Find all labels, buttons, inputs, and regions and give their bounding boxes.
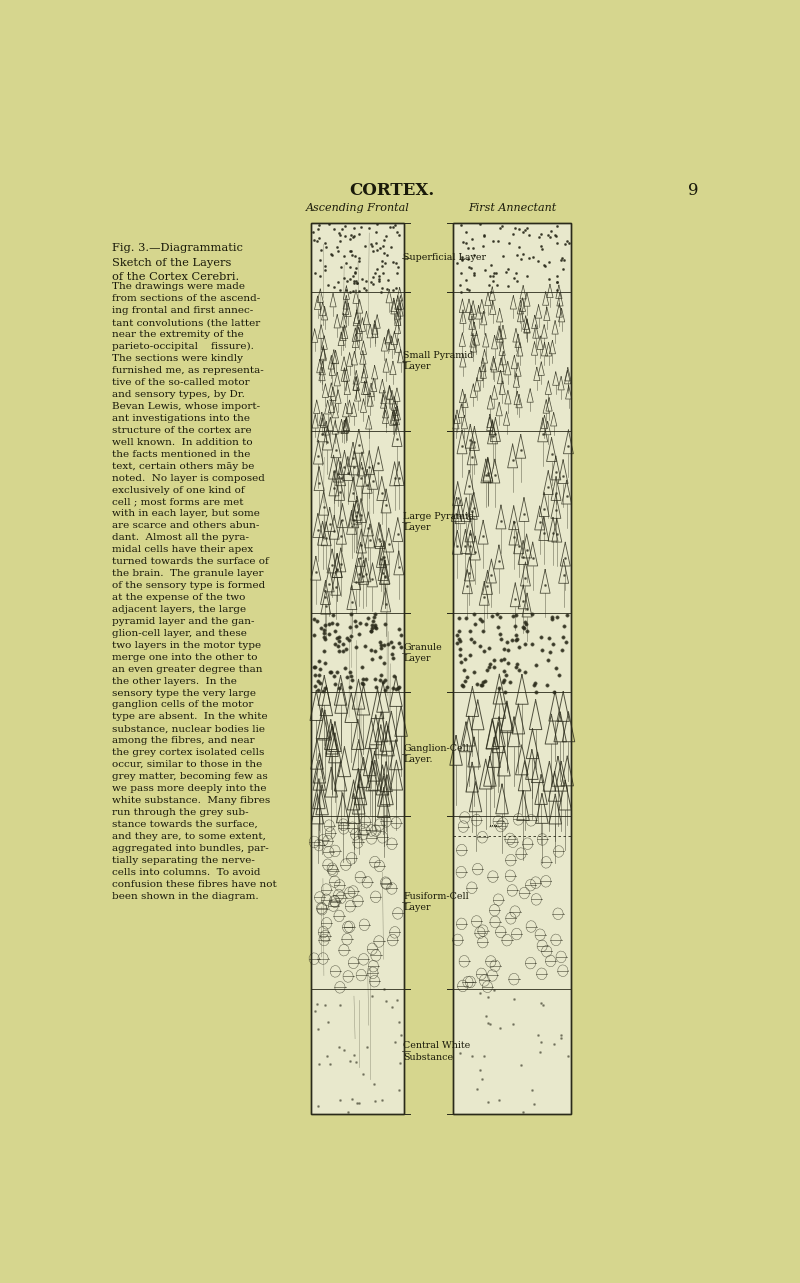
Bar xyxy=(454,223,571,1114)
Text: 9: 9 xyxy=(688,182,698,199)
Text: Fig. 3.—Diagrammatic
Sketch of the Layers
of the Cortex Cerebri.: Fig. 3.—Diagrammatic Sketch of the Layer… xyxy=(112,242,243,282)
Bar xyxy=(310,223,404,1114)
Text: Small Pyramid
Layer: Small Pyramid Layer xyxy=(403,352,474,372)
Text: Ascending Frontal: Ascending Frontal xyxy=(306,203,409,213)
Text: First Annectant: First Annectant xyxy=(468,203,557,213)
Text: Ganglion-Cell
Layer.: Ganglion-Cell Layer. xyxy=(403,744,469,765)
Text: Fusiform-Cell
Layer: Fusiform-Cell Layer xyxy=(403,892,469,912)
Text: CORTEX.: CORTEX. xyxy=(349,182,434,199)
Bar xyxy=(454,223,571,1114)
Text: The drawings were made
from sections of the ascend-
ing frontal and first annec-: The drawings were made from sections of … xyxy=(112,282,277,901)
Bar xyxy=(310,223,404,1114)
Text: Granule
Layer: Granule Layer xyxy=(403,643,442,663)
Text: Superficial Layer: Superficial Layer xyxy=(403,253,486,262)
Text: „„: „„ xyxy=(489,819,498,828)
Text: Central White
Substance: Central White Substance xyxy=(403,1042,470,1061)
Text: Large Pyramid
Layer: Large Pyramid Layer xyxy=(403,512,474,532)
